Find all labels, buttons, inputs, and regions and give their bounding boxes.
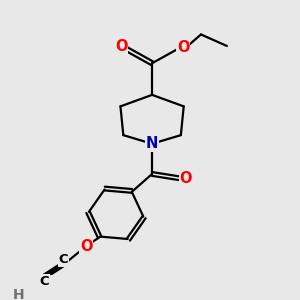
Text: O: O (80, 239, 92, 254)
Text: O: O (115, 39, 127, 54)
Text: C: C (58, 253, 68, 266)
Text: C: C (40, 275, 49, 288)
Text: N: N (146, 136, 158, 151)
Text: O: O (177, 40, 189, 55)
Text: H: H (13, 288, 24, 300)
Text: O: O (179, 171, 192, 186)
